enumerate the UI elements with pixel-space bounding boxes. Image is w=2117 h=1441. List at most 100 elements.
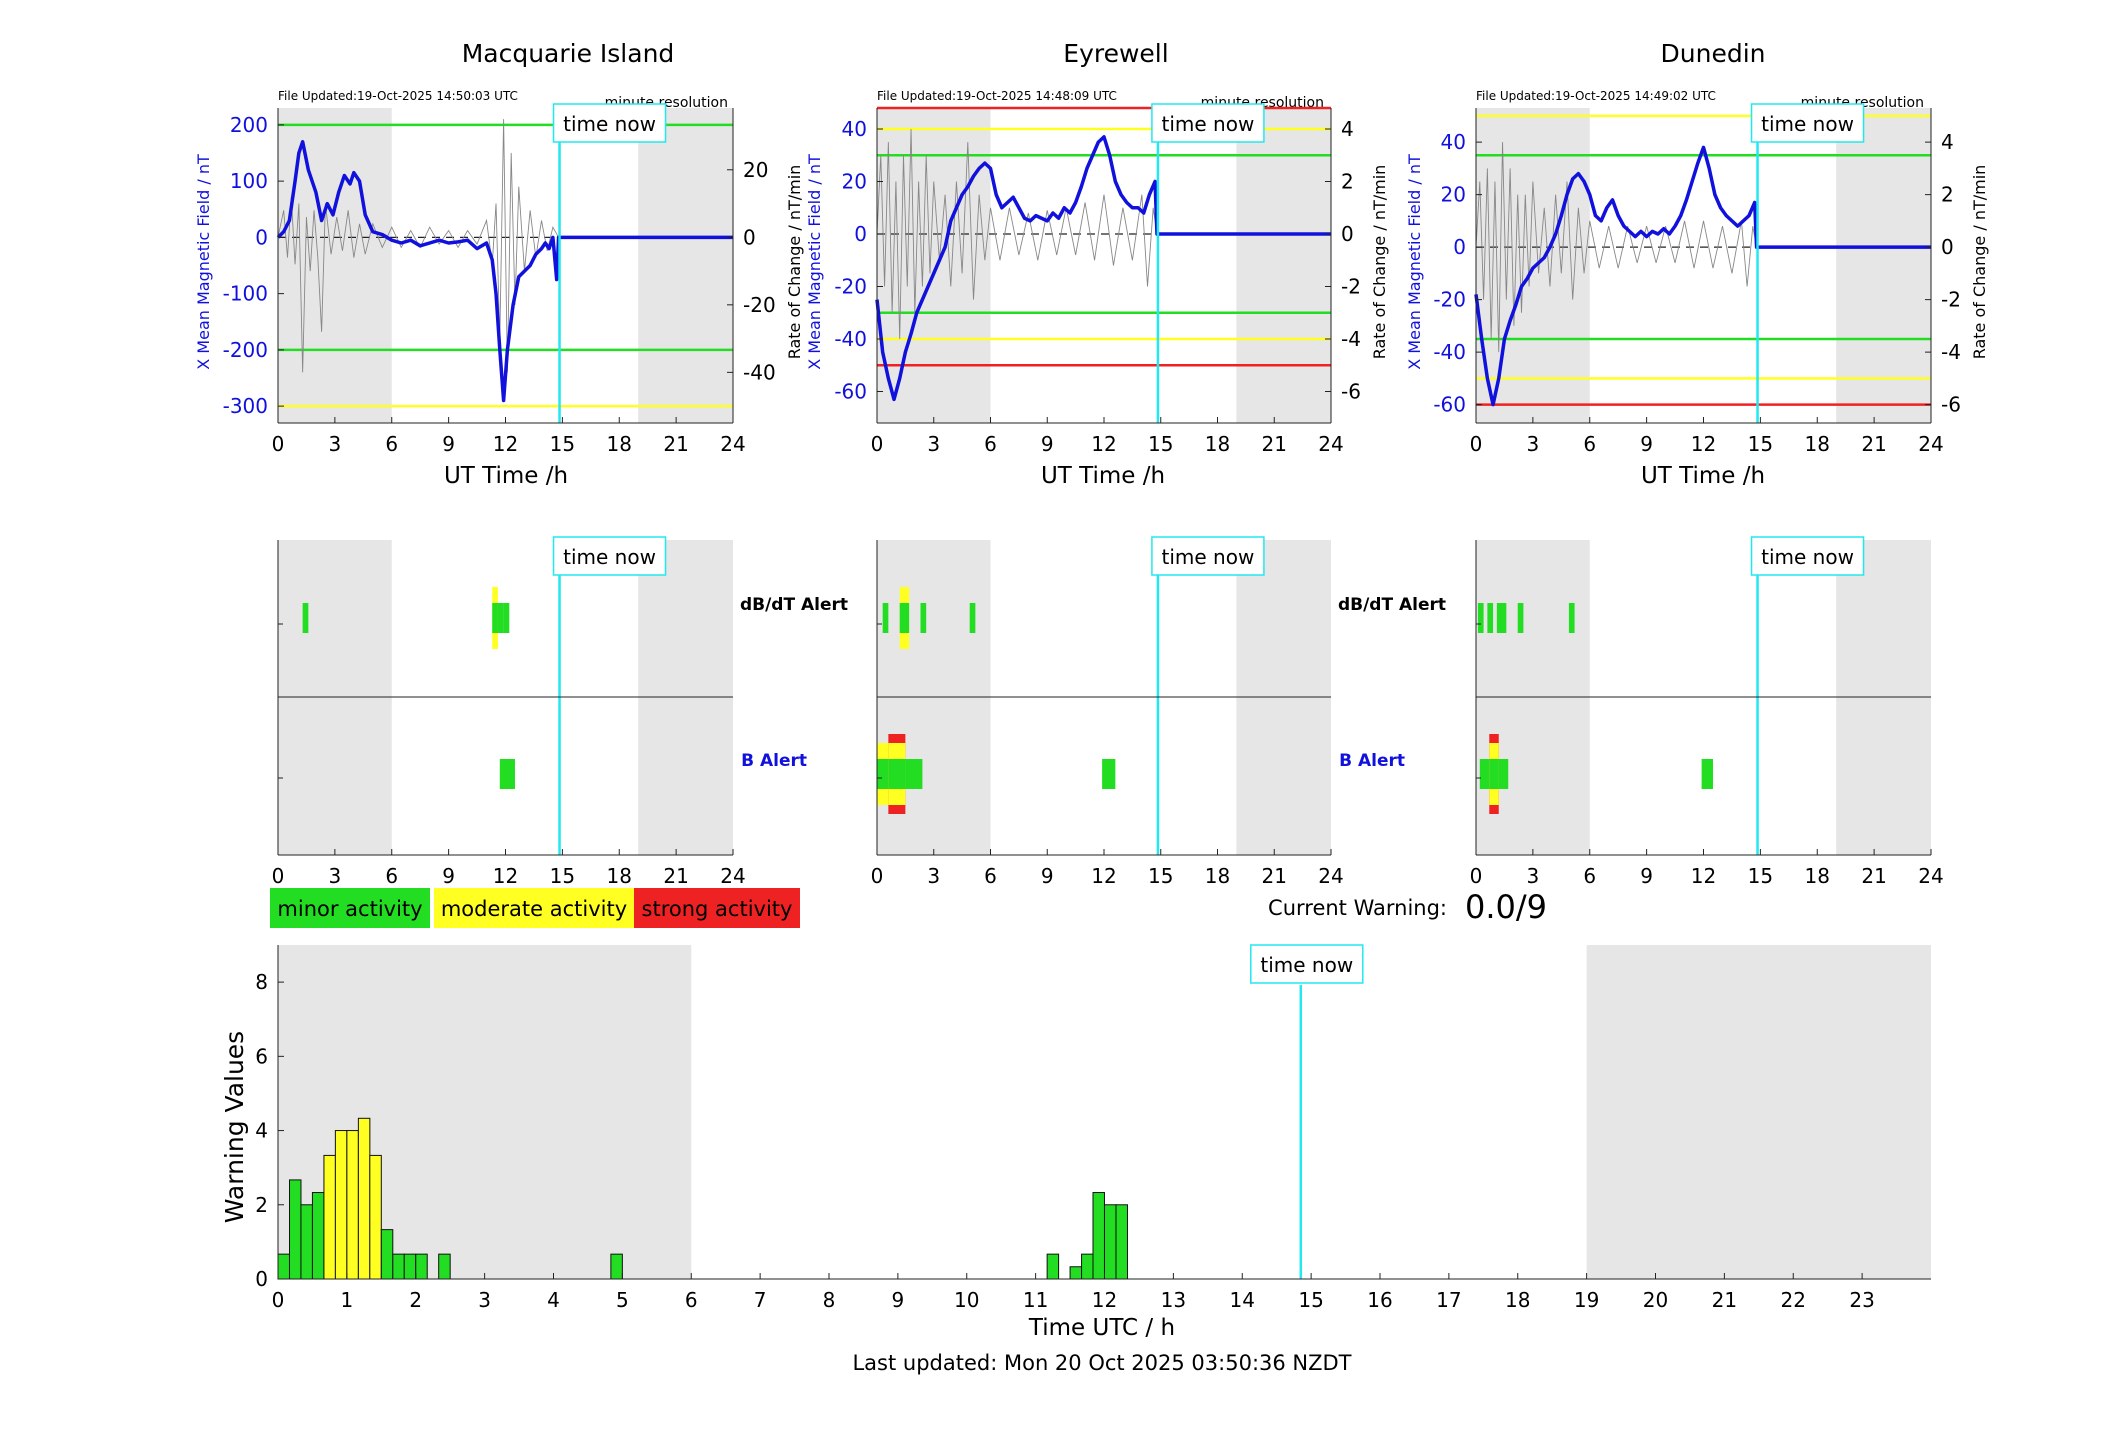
legend-swatch-minor [270,888,430,928]
station2-field-series [1474,145,1931,407]
current-warning-label: Current Warning: [1268,896,1447,920]
warning-xtick-label: 23 [1849,1288,1874,1312]
station1-night-band-1 [1236,108,1331,423]
warning-xtick-label: 17 [1436,1288,1461,1312]
station0-field-tick-label: 100 [230,169,268,193]
warning-bar-18 [1092,1192,1105,1280]
alert1-xtick-label: 15 [1148,864,1173,888]
station2-xtick-label: 21 [1861,432,1886,456]
warning-ytick-label: 6 [255,1044,268,1068]
station0-xtick-label: 9 [442,432,455,456]
legend-label-minor: minor activity [277,897,422,921]
warning-ytick-label: 0 [255,1267,268,1291]
alert2-b-block-3 [1701,759,1713,789]
station1-xtick-label: 6 [984,432,997,456]
warning-ytick-label: 4 [255,1119,268,1143]
alert1-time-now-box [1151,536,1265,576]
alert2-time-now-label: time now [1761,545,1854,569]
station1-time-now-box [1151,103,1265,143]
top-xlabel-macquarie: UT Time /h [444,463,568,489]
station1-xtick-label: 12 [1091,432,1116,456]
alert0-xtick-label: 6 [385,864,398,888]
station-title-eyrewell: Eyrewell [1063,39,1168,68]
alert2-dbdt-block-1 [1487,603,1494,633]
station1-xtick-label: 0 [871,432,884,456]
warning-time-now-label: time now [1260,953,1353,977]
station0-field-tick-label: -100 [223,282,268,306]
field-ylabel-eyrewell: X Mean Magnetic Field / nT [805,154,824,370]
station2-field-tick-label: 40 [1441,130,1466,154]
alert2-xtick-label: 18 [1805,864,1830,888]
dbdt-alert-label-2: dB/dT Alert [1338,595,1446,615]
station2-rate-tick-label: 4 [1941,130,1954,154]
field-ylabel-dunedin: X Mean Magnetic Field / nT [1405,154,1424,370]
station2-time-now-box [1750,103,1865,143]
warning-xtick-label: 2 [409,1288,422,1312]
alert0-xtick-label: 12 [493,864,518,888]
alert2-dbdt-block-2 [1496,603,1507,633]
station2-field-tick-label: -40 [1433,340,1466,364]
station2-xtick-label: 6 [1583,432,1596,456]
station2-field-tick-label: 20 [1441,183,1466,207]
station1-rate-tick-label: -4 [1341,327,1361,351]
station0-time-now-box [552,103,667,143]
warning-xtick-label: 13 [1161,1288,1186,1312]
alert0-dbdt-block-2 [497,603,504,633]
warning-bar-11 [403,1253,417,1280]
alert1-dbdt-block-1-inner [899,603,910,633]
field-ylabel-macquarie: X Mean Magnetic Field / nT [194,154,213,370]
station0-xtick-label: 21 [663,432,688,456]
legend-label-moderate: moderate activity [441,897,627,921]
alert0-xtick-label: 21 [663,864,688,888]
station2-field-tick-label: -20 [1433,288,1466,312]
warning-bar-20 [1115,1204,1128,1280]
alert2-dbdt-block-3 [1517,603,1524,633]
dbdt-alert-label-1: dB/dT Alert [740,595,848,615]
station2-night-band-1 [1836,108,1931,423]
alert1-xtick-label: 21 [1262,864,1287,888]
alert0-xtick-label: 9 [442,864,455,888]
station0-field-tick-label: -200 [223,338,268,362]
alert1-b-block-3 [1102,759,1116,789]
station0-night-band-1 [638,108,733,423]
station1-field-tick-label: -40 [834,327,867,351]
station0-field-series [276,140,733,403]
station2-xtick-label: 0 [1470,432,1483,456]
warning-bar-19 [1104,1204,1117,1280]
station1-xtick-label: 21 [1262,432,1287,456]
station0-xtick-label: 24 [720,432,745,456]
station1-rate-tick-label: 2 [1341,170,1354,194]
station2-field-tick-label: 0 [1453,235,1466,259]
file-updated-eyrewell: File Updated:19-Oct-2025 14:48:09 UTC [877,89,1117,103]
warning-bar-5 [334,1130,348,1280]
warning-ytick-label: 8 [255,970,268,994]
warning-ylabel: Warning Values [220,1031,249,1223]
alert0-xtick-label: 18 [607,864,632,888]
b-alert-label-2: B Alert [1339,751,1405,771]
alert0-xtick-label: 3 [329,864,342,888]
file-updated-dunedin: File Updated:19-Oct-2025 14:49:02 UTC [1476,89,1716,103]
station0-rate-tick-label: 0 [743,225,756,249]
alert2-dbdt-block-4 [1568,603,1575,633]
b-alert-label-1: B Alert [741,751,807,771]
station2-xtick-label: 24 [1918,432,1943,456]
rate-ylabel-eyrewell: Rate of Change / nT/min [1370,165,1389,360]
warning-xtick-label: 5 [616,1288,629,1312]
legend-swatch-strong [634,888,800,928]
alert1-xtick-label: 0 [871,864,884,888]
station1-field-tick-label: -20 [834,275,867,299]
station0-xtick-label: 18 [607,432,632,456]
station2-xtick-label: 15 [1748,432,1773,456]
warning-xtick-label: 22 [1781,1288,1806,1312]
alert0-b-block-0 [499,759,515,789]
warning-bar-13 [438,1253,451,1280]
station2-field-tick-label: -60 [1433,393,1466,417]
warning-xtick-label: 7 [754,1288,767,1312]
alert0-time-now-box [552,536,667,576]
warning-bar-12 [415,1253,428,1280]
alert1-xtick-label: 12 [1091,864,1116,888]
alert2-time-now-box [1750,536,1865,576]
station0-night-band-0 [278,108,392,423]
